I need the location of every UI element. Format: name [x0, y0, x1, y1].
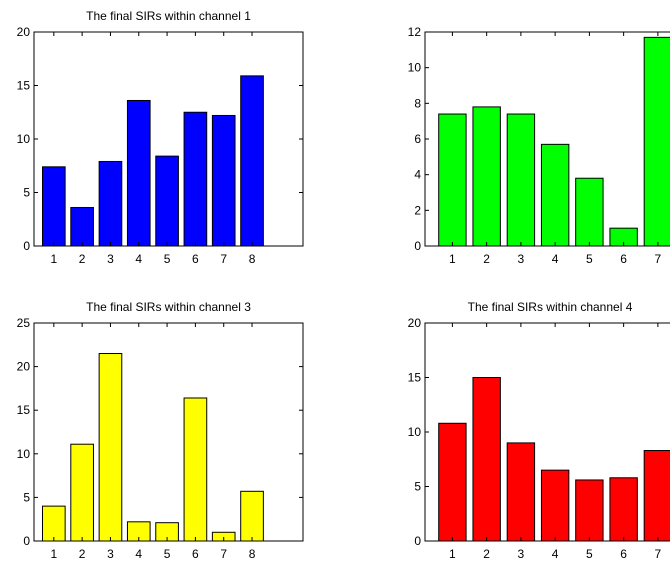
x-tick-label: 6 — [192, 547, 199, 561]
x-tick-label: 7 — [220, 547, 227, 561]
bar-6 — [183, 111, 208, 247]
bar-5 — [575, 177, 604, 247]
x-tick-label: 3 — [107, 252, 114, 266]
bar-6 — [609, 477, 638, 542]
x-tick-label: 3 — [518, 252, 525, 266]
y-tick-label: 12 — [408, 25, 422, 39]
bar-2 — [70, 206, 94, 247]
chart-3: 0 5 10 15 20 25 1 2 3 4 5 6 7 8 The final SIRs within … — [17, 300, 304, 561]
bar-3 — [98, 160, 123, 247]
x-tick-label: 7 — [655, 547, 662, 561]
y-tick-label: 2 — [414, 203, 421, 217]
x-tick-label: 5 — [164, 547, 171, 561]
chart-4: 0 5 10 15 20 1 2 3 4 5 6 7 The final SIRs within cha… — [408, 300, 670, 561]
bar-3 — [98, 353, 123, 542]
x-tick-label: 7 — [220, 252, 227, 266]
x-tick-label: 2 — [79, 547, 86, 561]
x-tick-label: 1 — [50, 547, 57, 561]
bar-7 — [211, 114, 236, 247]
x-tick-label: 2 — [483, 547, 490, 561]
y-tick-label: 0 — [414, 239, 421, 253]
y-tick-label: 25 — [17, 316, 31, 330]
x-tick-label: 5 — [586, 547, 593, 561]
bar-4 — [540, 469, 570, 542]
y-tick-label: 20 — [17, 360, 31, 374]
bar-4 — [540, 143, 570, 247]
y-tick-label: 15 — [408, 371, 422, 385]
chart-title: The final SIRs within channel 3 — [86, 300, 251, 314]
x-tick-label: 6 — [620, 547, 627, 561]
y-tick-label: 10 — [408, 61, 422, 75]
bar-2 — [472, 106, 501, 247]
x-tick-label: 3 — [518, 547, 525, 561]
y-tick-label: 8 — [414, 96, 421, 110]
x-tick-label: 1 — [449, 252, 456, 266]
y-tick-label: 10 — [17, 132, 31, 146]
bar-3 — [506, 113, 536, 247]
x-tick-label: 4 — [552, 547, 559, 561]
bar-1 — [438, 422, 467, 542]
bar-5 — [155, 155, 179, 247]
x-tick-label: 1 — [50, 252, 57, 266]
chart-title: The final SIRs within channel 4 — [468, 300, 633, 314]
chart-title: The final SIRs within channel 1 — [86, 9, 251, 23]
y-tick-label: 20 — [17, 25, 31, 39]
bar-4 — [126, 99, 151, 247]
x-tick-label: 6 — [620, 252, 627, 266]
x-tick-label: 3 — [107, 547, 114, 561]
bar-7 — [643, 450, 670, 542]
y-tick-label: 4 — [414, 168, 421, 182]
x-tick-label: 8 — [249, 252, 256, 266]
axes-box — [33, 322, 304, 542]
y-tick-label: 6 — [414, 132, 421, 146]
bar-6 — [183, 397, 208, 542]
y-tick-label: 5 — [23, 490, 30, 504]
chart-1: 0 5 10 15 20 1 2 3 4 5 6 7 8 The final SIRs within ch… — [17, 9, 304, 266]
bar-1 — [41, 505, 66, 542]
x-tick-label: 1 — [449, 547, 456, 561]
bar-2 — [70, 443, 94, 542]
y-tick-label: 0 — [23, 534, 30, 548]
x-tick-label: 4 — [135, 547, 142, 561]
y-tick-label: 10 — [17, 447, 31, 461]
x-tick-label: 2 — [79, 252, 86, 266]
bar-1 — [438, 113, 467, 247]
y-tick-label: 15 — [17, 79, 31, 93]
bar-7 — [643, 36, 670, 247]
x-tick-label: 4 — [552, 252, 559, 266]
y-tick-label: 5 — [414, 480, 421, 494]
bar-1 — [41, 166, 66, 247]
bar-2 — [472, 377, 501, 542]
x-tick-label: 4 — [135, 252, 142, 266]
bar-5 — [575, 479, 604, 542]
y-tick-label: 0 — [414, 534, 421, 548]
y-tick-label: 5 — [23, 186, 30, 200]
y-tick-label: 20 — [408, 316, 422, 330]
y-tick-label: 10 — [408, 425, 422, 439]
y-tick-label: 0 — [23, 239, 30, 253]
x-tick-label: 7 — [655, 252, 662, 266]
x-tick-label: 8 — [249, 547, 256, 561]
bar-3 — [506, 442, 536, 542]
y-tick-label: 15 — [17, 403, 31, 417]
bar-8 — [240, 75, 264, 247]
x-tick-label: 2 — [483, 252, 490, 266]
x-tick-label: 5 — [164, 252, 171, 266]
bar-8 — [240, 490, 264, 542]
x-tick-label: 6 — [192, 252, 199, 266]
x-tick-label: 5 — [586, 252, 593, 266]
